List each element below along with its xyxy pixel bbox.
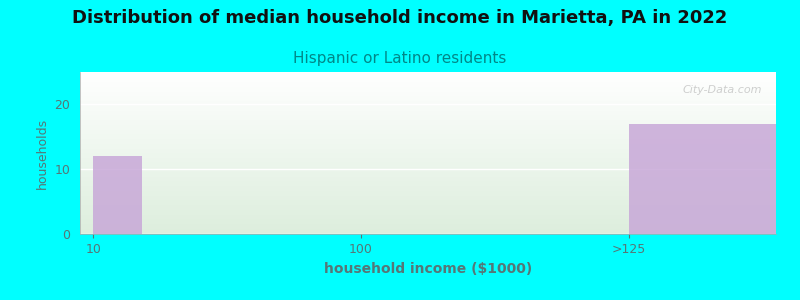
Text: Distribution of median household income in Marietta, PA in 2022: Distribution of median household income … (72, 9, 728, 27)
Bar (629, 124, 776, 234)
Bar (94, 156, 142, 234)
Text: City-Data.com: City-Data.com (682, 85, 762, 95)
X-axis label: household income ($1000): household income ($1000) (324, 262, 532, 276)
Y-axis label: households: households (36, 117, 49, 189)
Text: Hispanic or Latino residents: Hispanic or Latino residents (294, 51, 506, 66)
